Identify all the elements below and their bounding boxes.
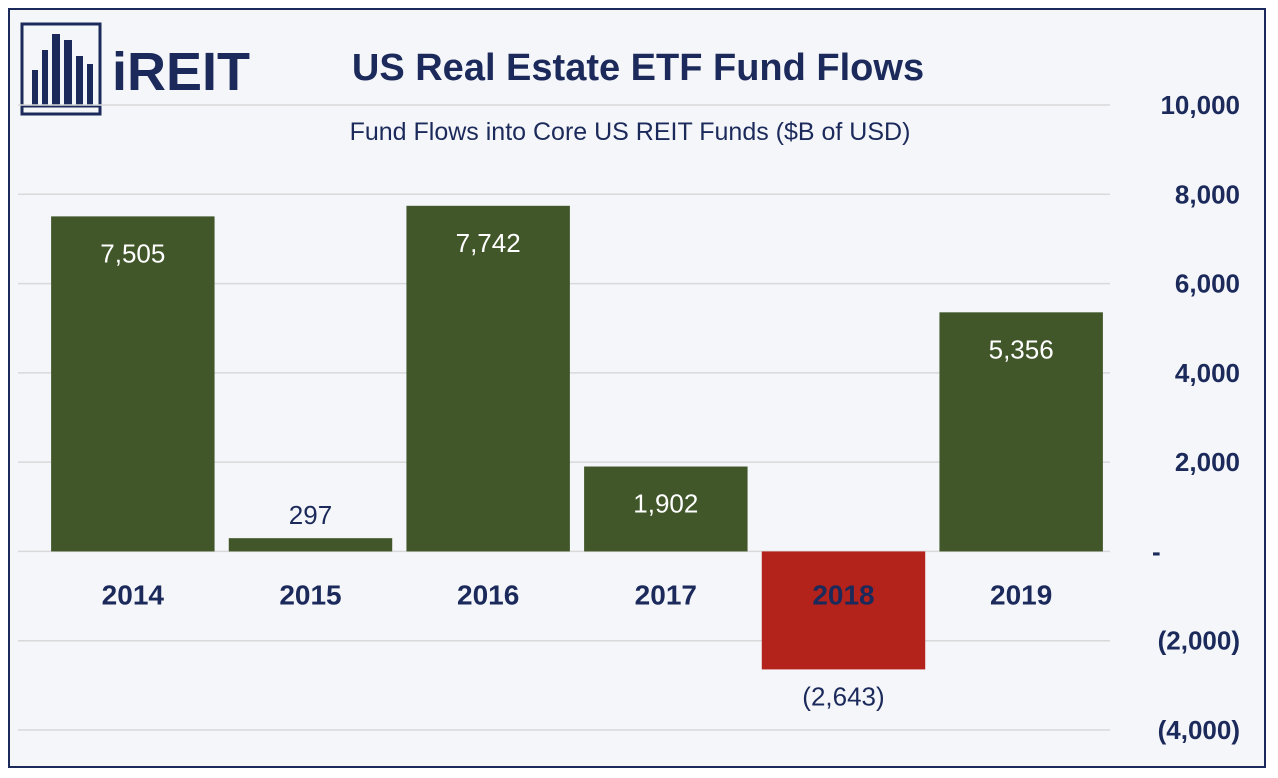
data-label-2016: 7,742 [456,228,521,258]
bar-2017 [584,466,748,552]
bar-2018 [761,551,926,670]
x-tick-label: 2018 [812,579,874,610]
data-label-2017: 1,902 [633,489,698,519]
x-tick-label: 2019 [990,579,1052,610]
y-tick-label: 6,000 [1175,269,1240,299]
bars [51,205,1103,670]
x-tick-label: 2015 [279,579,341,610]
data-labels: 7,505 297 7,742 1,902 (2,643) 5,356 [100,228,1053,712]
building-icon [20,22,102,116]
y-tick-label: 8,000 [1175,179,1240,209]
y-tick-label: (4,000) [1158,715,1240,745]
bar-2016 [406,205,570,552]
x-tick-label: 2014 [102,579,165,610]
bar-2014 [51,216,215,552]
x-tick-label: 2017 [635,579,697,610]
x-axis-ticks: 2014 2015 2016 2017 2018 2019 [102,579,1053,610]
data-label-2014: 7,505 [100,238,165,268]
y-tick-label: (2,000) [1158,626,1240,656]
bar-2019 [939,312,1103,552]
logo: iREIT [20,22,250,116]
chart-subtitle: Fund Flows into Core US REIT Funds ($B o… [350,118,911,146]
chart-title: US Real Estate ETF Fund Flows [352,47,924,89]
x-tick-label: 2016 [457,579,519,610]
y-tick-label: 10,000 [1160,90,1240,120]
y-tick-label: 2,000 [1175,447,1240,477]
y-tick-label: - [1152,536,1161,566]
data-label-2019: 5,356 [989,334,1054,364]
data-label-2018: (2,643) [802,681,884,711]
y-axis-ticks: 10,000 8,000 6,000 4,000 2,000 - (2,000) (4,000… [1152,90,1240,745]
logo-text: iREIT [112,42,250,102]
bar-2015 [228,538,393,552]
data-label-2015: 297 [289,500,332,530]
y-tick-label: 4,000 [1175,358,1240,388]
